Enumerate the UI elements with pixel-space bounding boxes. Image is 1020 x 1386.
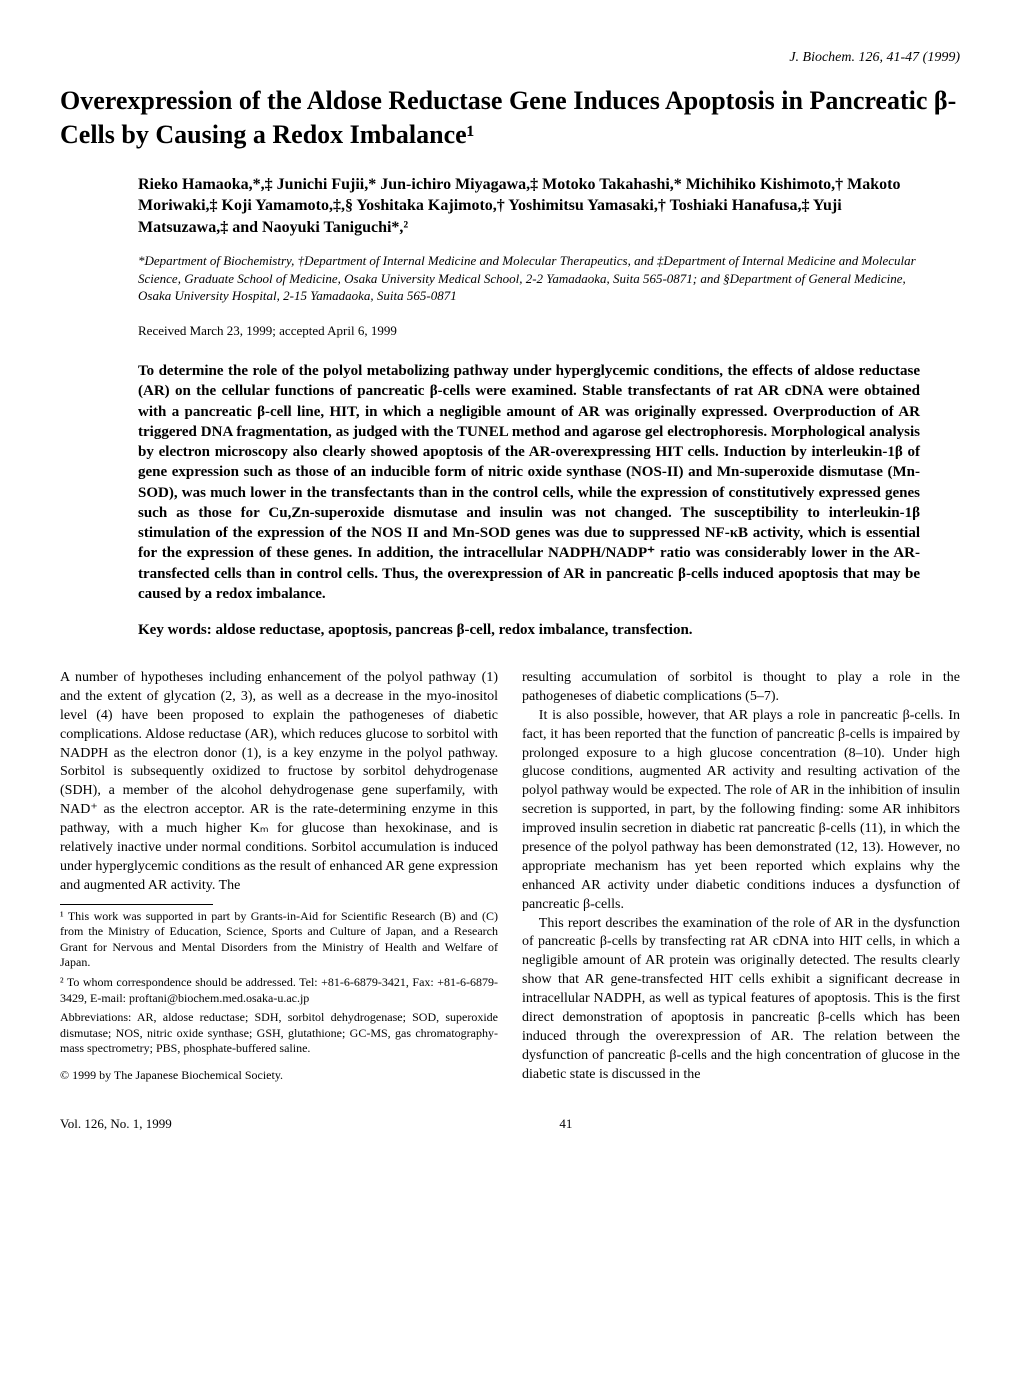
page-footer: Vol. 126, No. 1, 1999 41 <box>60 1116 960 1132</box>
paragraph: resulting accumulation of sorbitol is th… <box>522 669 960 707</box>
footnote: ² To whom correspondence should be addre… <box>60 975 498 1006</box>
author-list: Rieko Hamaoka,*,‡ Junichi Fujii,* Jun-ic… <box>138 174 920 239</box>
article-title: Overexpression of the Aldose Reductase G… <box>60 84 960 152</box>
keywords: Key words: aldose reductase, apoptosis, … <box>138 622 920 639</box>
received-date: Received March 23, 1999; accepted April … <box>138 323 960 339</box>
footer-page-number: 41 <box>559 1116 572 1132</box>
affiliations: *Department of Biochemistry, †Department… <box>138 252 920 305</box>
footnote-separator <box>60 904 213 905</box>
footnotes: ¹ This work was supported in part by Gra… <box>60 909 498 1057</box>
copyright: © 1999 by The Japanese Biochemical Socie… <box>60 1067 498 1083</box>
body-text: A number of hypotheses including enhance… <box>60 669 960 1090</box>
footer-volume: Vol. 126, No. 1, 1999 <box>60 1116 172 1132</box>
footnote: Abbreviations: AR, aldose reductase; SDH… <box>60 1010 498 1057</box>
footnote: ¹ This work was supported in part by Gra… <box>60 909 498 971</box>
abstract: To determine the role of the polyol meta… <box>138 361 920 604</box>
paragraph: It is also possible, however, that AR pl… <box>522 707 960 915</box>
paragraph: This report describes the examination of… <box>522 915 960 1085</box>
journal-reference: J. Biochem. 126, 41-47 (1999) <box>60 50 960 66</box>
paragraph: A number of hypotheses including enhance… <box>60 669 498 896</box>
